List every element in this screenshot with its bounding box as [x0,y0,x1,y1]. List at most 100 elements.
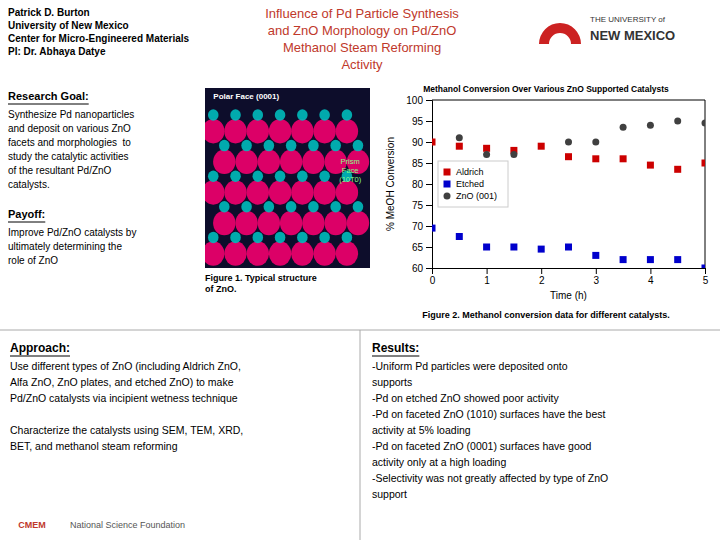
axis-line [433,269,706,275]
tick-mark [426,205,432,206]
tick-label: 90 [412,137,424,148]
tick-label: 1 [484,275,490,286]
axis: 0 1 2 3 4 5 [430,268,709,286]
text-line: support [372,488,407,500]
text-line: Pd/ZnO catalysts via incipient wetness t… [10,392,238,404]
oxygen-atom [286,201,297,213]
point [538,246,545,253]
point [565,244,572,251]
tick-label: 60 [412,263,424,274]
oxygen-atom [342,109,353,121]
text-line: Face [342,166,359,175]
text-line: -Pd on faceted ZnO (1010) surfaces have … [372,408,606,420]
point [538,143,545,150]
point [565,153,572,160]
text-line: (10T0) [339,175,362,184]
section-underline [8,104,89,105]
zinc-atom [302,211,324,235]
figure-label: Polar Face (0001) [213,92,279,101]
oxygen-atom [241,201,252,213]
point [674,118,681,125]
tick: 2 [539,268,545,286]
point [483,151,490,158]
oxygen-atom [241,140,252,152]
oxygen-atom [297,170,308,182]
tick: 4 [648,268,654,286]
oxygen-atom [297,232,308,244]
tick: 3 [594,268,600,286]
axis-line [426,101,433,269]
legend-label: ZnO (001) [456,191,497,201]
tick: 0 [430,268,436,286]
text-line: Alfa ZnO, ZnO plates, and etched ZnO) to… [10,376,234,388]
section-title: Payoff: [8,208,45,220]
tick-mark [426,121,432,122]
oxygen-atom [286,140,297,152]
zinc-atom [224,180,246,204]
tick-mark [426,100,432,101]
zinc-atom [313,119,335,143]
tick-mark [426,268,432,269]
point [647,122,654,129]
tick-mark [426,163,432,164]
text-line: of the resultant Pd/ZnO [8,165,112,176]
header-line: University of New Mexico [8,20,129,31]
tick-mark [426,247,432,248]
oxygen-atom [308,140,319,152]
text-line: Characterize the catalysts using SEM, TE… [10,424,243,436]
tick-label: 70 [412,221,424,232]
oxygen-atom [330,201,341,213]
point [592,252,599,259]
tick-label: 80 [412,179,424,190]
plot-frame [432,100,705,101]
point [456,134,463,141]
tick-label: 5 [703,275,709,286]
credit: National Science Foundation [70,520,185,530]
zinc-atom [302,150,324,174]
text-line: Improve Pd/ZnO catalysts by [8,227,136,238]
tick: 85 [412,158,432,169]
tick: 90 [412,137,432,148]
text-line: role of ZnO [8,255,58,266]
crystal-lattice [205,109,369,266]
zinc-atom [291,180,313,204]
zinc-atom [324,211,346,235]
tick-mark [426,184,432,185]
point [432,139,436,146]
tick-label: 100 [406,95,423,106]
oxygen-atom [330,140,341,152]
logo-arch [539,23,581,44]
zinc-atom [336,241,358,265]
zinc-atom [269,119,291,143]
zinc-atom [213,211,235,235]
zinc-atom [258,150,280,174]
oxygen-atom [353,201,364,213]
axis-title: Time (h) [550,290,587,301]
zinc-atom [247,180,269,204]
oxygen-atom [319,109,330,121]
zinc-atom [280,211,302,235]
oxygen-atom [297,109,308,121]
section-title: Approach: [10,341,70,355]
zinc-atom [291,119,313,143]
text-line: supports [372,376,412,388]
poster: Patrick D. BurtonUniversity of New Mexic… [0,0,720,540]
oxygen-atom [208,170,219,182]
zinc-atom [247,241,269,265]
point [620,256,627,263]
tick: 75 [412,200,432,211]
text-line: -Pd on faceted ZnO (0001) surfaces have … [372,440,592,452]
text-line: -Selectivity was not greatly affected by… [372,472,608,484]
poster-title: Influence of Pd Particle Synthesisand Zn… [265,6,459,72]
header-line: PI: Dr. Abhaya Datye [8,46,106,57]
point [620,155,627,162]
text-line: BET, and methanol steam reforming [10,440,178,452]
credit: CMEM [18,520,46,530]
oxygen-atom [230,170,241,182]
text-line: activity at 5% loading [372,424,471,436]
oxygen-atom [264,140,275,152]
section-underline [10,356,70,357]
text-line: -Uniform Pd particles were deposited ont… [372,360,568,372]
zinc-atom [313,241,335,265]
figure-caption: Figure 1. Typical structureof ZnO. [205,273,317,294]
